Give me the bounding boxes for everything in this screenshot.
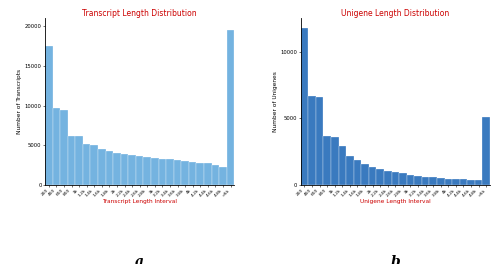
Y-axis label: Number of Unigenes: Number of Unigenes [272, 71, 278, 132]
Bar [98, 149, 106, 185]
Bar [227, 30, 234, 185]
Bar [482, 117, 490, 185]
Bar [68, 136, 76, 185]
Bar [151, 158, 158, 185]
Bar [300, 28, 308, 185]
Bar [338, 146, 346, 185]
Text: b: b [390, 255, 400, 264]
Bar [384, 171, 392, 185]
Title: Unigene Length Distribution: Unigene Length Distribution [341, 9, 450, 18]
Bar [128, 155, 136, 185]
Bar [452, 179, 460, 185]
Bar [136, 156, 143, 185]
Bar [430, 177, 437, 185]
Bar [166, 159, 174, 185]
Bar [444, 179, 452, 185]
Bar [212, 165, 219, 185]
Bar [45, 46, 52, 185]
Bar [437, 178, 444, 185]
Bar [308, 96, 316, 185]
Bar [354, 159, 361, 185]
Bar [369, 167, 376, 185]
Bar [204, 163, 212, 185]
Bar [182, 161, 189, 185]
Bar [422, 177, 430, 185]
Bar [158, 159, 166, 185]
Bar [406, 175, 414, 185]
Bar [392, 172, 399, 185]
Bar [106, 151, 113, 185]
Bar [83, 144, 90, 185]
Bar [468, 180, 475, 185]
Bar [76, 136, 83, 185]
Y-axis label: Number of Transcripts: Number of Transcripts [17, 69, 22, 134]
Bar [376, 169, 384, 185]
Bar [331, 137, 338, 185]
Bar [90, 145, 98, 185]
X-axis label: Unigene Length Interval: Unigene Length Interval [360, 199, 430, 204]
Bar [219, 167, 227, 185]
Bar [346, 155, 354, 185]
Bar [189, 162, 196, 185]
Bar [316, 97, 324, 185]
Title: Transcript Length Distribution: Transcript Length Distribution [82, 9, 197, 18]
Bar [52, 108, 60, 185]
Bar [120, 154, 128, 185]
Bar [113, 153, 120, 185]
Bar [196, 163, 204, 185]
Bar [60, 110, 68, 185]
X-axis label: Transcript Length Interval: Transcript Length Interval [102, 199, 177, 204]
Bar [460, 180, 468, 185]
Bar [144, 157, 151, 185]
Bar [361, 163, 369, 185]
Bar [414, 176, 422, 185]
Bar [475, 180, 482, 185]
Bar [174, 160, 182, 185]
Bar [399, 173, 406, 185]
Bar [324, 136, 331, 185]
Text: a: a [135, 255, 144, 264]
